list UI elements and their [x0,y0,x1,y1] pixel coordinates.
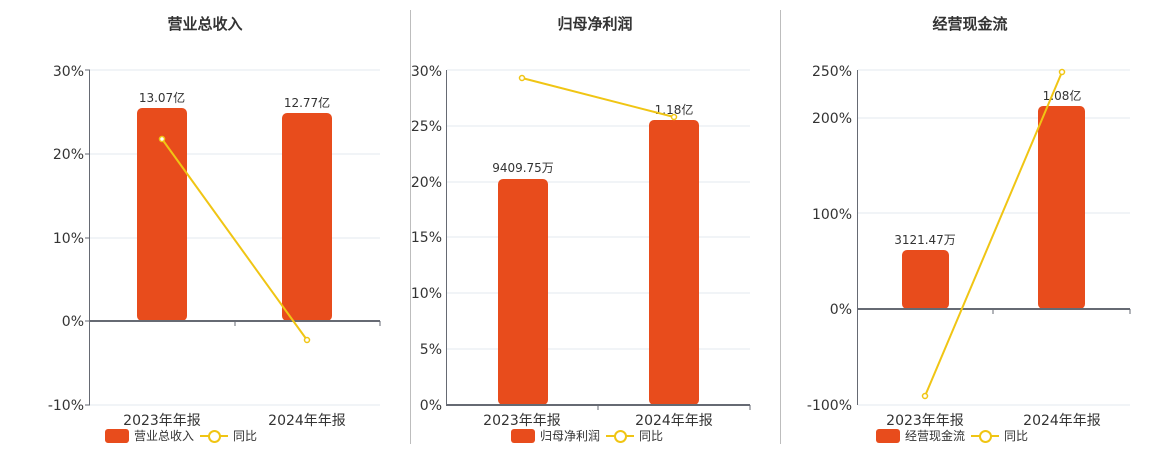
bar-2023[interactable] [902,250,949,309]
chart-plot-operating-cashflow: 250% 200% 100% 0% -100% 3121.47万 1.08亿 2… [807,64,1131,429]
yoy-line [521,77,675,118]
x-tick-label: 2023年年报 [483,413,561,429]
y-tick-label: 10% [411,286,442,302]
bar-2024[interactable] [1038,106,1085,309]
x-tick-label: 2023年年报 [123,413,201,429]
y-tick-label: 0% [830,302,852,318]
grid-lines [858,69,1130,406]
legend-item-line[interactable]: 同比 [971,427,1028,444]
y-tick-label: 30% [53,64,84,80]
y-tick-label: 20% [411,175,442,191]
bar-value-label: 1.08亿 [1043,88,1082,103]
legend: 营业总收入 同比 [0,427,386,444]
x-tick-label: 2024年年报 [268,413,346,429]
legend-label: 同比 [639,429,664,443]
chart-title: 归母净利润 [557,15,633,33]
legend-item-line[interactable]: 同比 [200,427,257,444]
y-tick-label: -10% [48,398,84,414]
yoy-point[interactable] [303,336,311,344]
y-tick-label: 0% [62,314,84,330]
legend-item-bar[interactable]: 经营现金流 [875,427,965,444]
y-tick-label: 15% [411,230,442,246]
y-tick-label: 250% [812,64,852,80]
bar-value-label: 12.77亿 [284,95,330,110]
x-tick-label: 2023年年报 [886,413,964,429]
yoy-point[interactable] [921,392,929,400]
legend-item-line[interactable]: 同比 [606,427,663,444]
yoy-line [161,138,308,341]
y-tick-label: -100% [807,398,852,414]
yoy-point[interactable] [518,74,526,82]
x-tick-label: 2024年年报 [635,413,713,429]
chart-panel-revenue: 营业总收入 30% 20% 10% 0% -10% 13.07亿 12.77亿 … [0,0,410,450]
legend-item-bar[interactable]: 归母净利润 [510,427,600,444]
yoy-point[interactable] [670,113,678,121]
x-tick-label: 2024年年报 [1023,413,1101,429]
y-tick-label: 25% [411,119,442,135]
yoy-point[interactable] [158,135,166,143]
y-tick-label: 200% [812,111,852,127]
legend: 经营现金流 同比 [762,427,1142,444]
panel-divider [780,10,781,444]
y-tick-label: 30% [411,64,442,80]
bar-2024[interactable] [282,113,332,321]
bar-swatch-icon [510,428,535,443]
bar-value-label: 3121.47万 [894,233,956,247]
line-marker-icon [200,429,228,443]
legend-label: 经营现金流 [904,429,965,443]
bar-swatch-icon [875,428,900,443]
chart-panel-operating-cashflow: 经营现金流 250% 200% 100% 0% -100% 3121.47万 1… [780,0,1160,450]
bar-2024[interactable] [649,120,699,405]
yoy-point[interactable] [1058,68,1066,76]
bar-2023[interactable] [498,179,548,405]
yoy-line [924,71,1063,397]
legend-label: 归母净利润 [539,429,600,443]
legend: 归母净利润 同比 [402,427,772,444]
bar-swatch-icon [104,428,129,443]
legend-label: 同比 [1004,429,1029,443]
y-tick-label: 10% [53,231,84,247]
y-tick-label: 0% [420,398,442,414]
bar-value-label: 1.18亿 [655,102,694,117]
line-marker-icon [971,429,999,443]
grid-lines [447,69,750,350]
panel-divider [410,10,411,444]
chart-panel-net-profit: 归母净利润 30% 25% 20% 15% 10% 5% 0% 9409.75万… [410,0,780,450]
grid-lines [90,69,380,406]
chart-title: 营业总收入 [167,15,243,33]
bar-2023[interactable] [137,108,187,321]
y-tick-label: 5% [420,342,442,358]
chart-plot-revenue: 30% 20% 10% 0% -10% 13.07亿 12.77亿 2023年年… [48,64,381,429]
chart-title: 经营现金流 [932,15,1008,33]
bar-value-label: 9409.75万 [492,161,554,175]
line-marker-icon [606,429,634,443]
y-tick-label: 20% [53,147,84,163]
bar-value-label: 13.07亿 [139,90,185,105]
legend-item-bar[interactable]: 营业总收入 [104,427,194,444]
chart-plot-net-profit: 30% 25% 20% 15% 10% 5% 0% 9409.75万 1.18亿… [411,64,751,429]
y-tick-label: 100% [812,207,852,223]
legend-label: 同比 [233,429,258,443]
legend-label: 营业总收入 [133,429,194,443]
